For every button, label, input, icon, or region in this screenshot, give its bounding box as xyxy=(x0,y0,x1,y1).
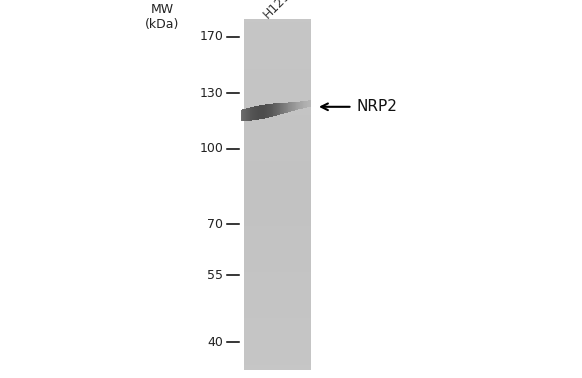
Text: 55: 55 xyxy=(207,268,223,282)
Text: 70: 70 xyxy=(207,218,223,231)
Text: 170: 170 xyxy=(200,30,223,43)
Text: H1299: H1299 xyxy=(261,0,299,21)
Text: 40: 40 xyxy=(208,336,223,349)
Text: NRP2: NRP2 xyxy=(357,99,398,114)
Text: 100: 100 xyxy=(200,142,223,155)
Text: 130: 130 xyxy=(200,87,223,100)
Text: MW
(kDa): MW (kDa) xyxy=(146,3,180,31)
